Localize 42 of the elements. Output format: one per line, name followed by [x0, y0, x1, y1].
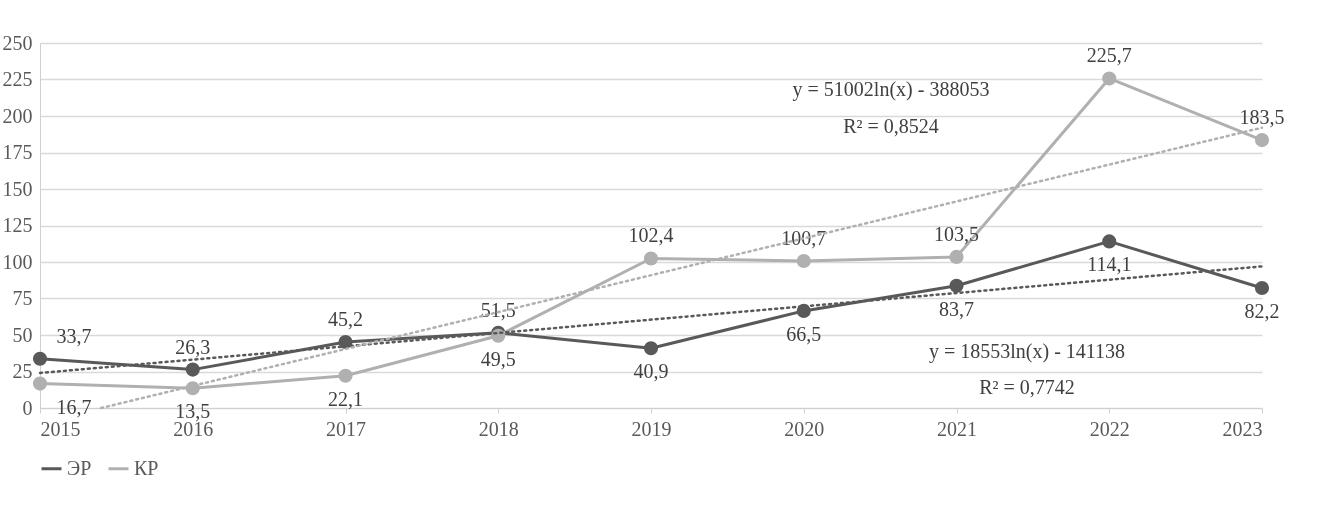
x-tick-label: 2019 [631, 417, 672, 440]
data-label: 33,7 [56, 324, 92, 347]
data-label: 225,7 [1086, 44, 1132, 67]
data-label: 100,7 [781, 226, 827, 249]
x-tick-label: 2022 [1089, 417, 1130, 440]
data-label: 22,1 [328, 387, 363, 410]
y-tick-label: 0 [22, 396, 33, 419]
x-tick-label: 2021 [937, 417, 977, 440]
y-tick-label: 250 [2, 31, 33, 54]
y-tick-label: 200 [2, 104, 33, 127]
data-label: 102,4 [628, 224, 674, 247]
data-label: 49,5 [480, 347, 516, 370]
annotation: R² = 0,8524 [843, 115, 939, 137]
data-label: 26,3 [175, 335, 211, 358]
x-tick-label: 2015 [40, 417, 81, 440]
data-label: 114,1 [1087, 253, 1132, 276]
data-label: 40,9 [633, 360, 669, 383]
data-label: 183,5 [1239, 106, 1285, 129]
y-tick-label: 100 [2, 250, 33, 273]
y-tick-label: 50 [12, 323, 33, 346]
data-label: 16,7 [56, 395, 92, 418]
data-label: 66,5 [786, 322, 822, 345]
y-tick-label: 125 [2, 214, 33, 236]
y-tick-label: 75 [12, 287, 33, 309]
y-tick-label: 150 [2, 177, 33, 200]
annotation: R² = 0,7742 [979, 376, 1075, 398]
data-label: 13,5 [175, 400, 211, 423]
data-label: 83,7 [939, 297, 974, 320]
x-tick-label: 2018 [478, 417, 519, 440]
annotation: y = 51002ln(x) - 388053 [792, 78, 990, 101]
x-tick-label: 2020 [784, 417, 825, 440]
x-tick-label: 2023 [1222, 417, 1263, 440]
annotation: y = 18553ln(x) - 141138 [928, 340, 1126, 363]
legend-label: ЭР [67, 456, 92, 479]
data-label: 45,2 [328, 308, 363, 331]
legend-label: КР [134, 456, 159, 479]
data-label: 82,2 [1244, 299, 1280, 322]
x-tick-label: 2017 [326, 417, 366, 440]
data-label: 103,5 [934, 222, 979, 245]
y-tick-label: 175 [2, 141, 33, 163]
y-tick-label: 25 [12, 360, 33, 382]
y-tick-label: 225 [2, 68, 33, 90]
